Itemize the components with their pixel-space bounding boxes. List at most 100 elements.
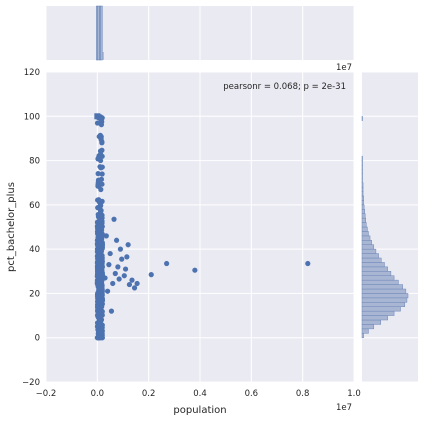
scatter-point xyxy=(95,311,101,317)
right-marginal-histogram xyxy=(361,116,409,338)
y-tick-label: 0 xyxy=(35,334,40,344)
right-hist-bar xyxy=(361,164,363,170)
right-hist-bar xyxy=(361,116,363,121)
scatter-point xyxy=(97,132,103,138)
right-hist-bar xyxy=(361,248,377,254)
top-offset-label: 1e7 xyxy=(336,63,352,73)
scatter-point xyxy=(111,216,117,222)
scatter-point xyxy=(95,335,102,341)
scatter-point xyxy=(105,288,111,294)
right-hist-bar xyxy=(361,288,407,294)
scatter-point xyxy=(106,262,112,268)
scatter-point xyxy=(98,240,104,246)
top-marginal-histogram xyxy=(96,5,104,61)
right-hist-bar xyxy=(361,217,366,223)
scatter-point xyxy=(98,165,104,171)
scatter-point xyxy=(99,147,105,153)
scatter-point xyxy=(117,246,124,252)
right-hist-bar xyxy=(361,231,369,237)
scatter-point xyxy=(96,198,102,204)
scatter-point xyxy=(110,280,116,287)
right-hist-bar xyxy=(361,178,363,183)
right-hist-bar xyxy=(361,173,363,179)
x-tick-label: 0.4 xyxy=(193,389,207,399)
right-hist-bar xyxy=(361,200,364,206)
right-hist-bar xyxy=(361,155,363,161)
y-tick-label: 100 xyxy=(24,112,40,122)
scatter-point xyxy=(97,328,104,334)
x-tick-label: 0.8 xyxy=(296,389,310,399)
scatter-point xyxy=(97,120,103,126)
right-hist-bar xyxy=(361,195,364,201)
right-hist-bar xyxy=(361,244,375,250)
pearson-annotation: pearsonr = 0.068; p = 2e-31 xyxy=(223,82,346,92)
right-hist-bar xyxy=(361,191,364,197)
scatter-point xyxy=(98,249,104,255)
right-hist-bar xyxy=(361,257,382,263)
right-hist-bar xyxy=(361,279,399,285)
main-grid xyxy=(45,71,355,383)
scatter-point xyxy=(124,254,130,260)
top-hist-bar xyxy=(97,5,100,61)
scatter-point xyxy=(97,235,104,241)
right-hist-bar xyxy=(361,306,401,312)
scatter-point xyxy=(122,266,129,272)
scatter-point xyxy=(99,312,105,318)
scatter-point xyxy=(125,242,131,248)
scatter-point xyxy=(305,260,311,267)
right-hist-bar xyxy=(361,284,403,290)
right-marginal-panel xyxy=(362,72,418,382)
top-hist-bar xyxy=(99,5,102,61)
scatter-point xyxy=(98,176,105,182)
right-hist-bar xyxy=(361,319,381,325)
scatter-point xyxy=(121,273,127,279)
top-hist-bar xyxy=(96,5,99,61)
scatter-point xyxy=(107,250,113,257)
right-hist-bar xyxy=(361,160,363,166)
scatter-point xyxy=(108,308,115,314)
scatter-points xyxy=(94,113,311,341)
scatter-point xyxy=(95,281,101,288)
y-tick-label: 80 xyxy=(29,157,40,167)
scatter-point xyxy=(113,237,120,243)
right-hist-bar xyxy=(361,240,372,245)
scatter-point xyxy=(103,233,109,239)
x-tick-label: 0.6 xyxy=(245,389,259,399)
scatter-point xyxy=(97,209,104,215)
y-tick-label: 20 xyxy=(29,289,40,299)
x-tick-labels: −0.2 0.0 0.2 0.4 0.6 0.8 1.0 xyxy=(36,389,361,399)
scatter-point xyxy=(98,303,104,310)
scatter-point xyxy=(112,270,118,277)
scatter-point xyxy=(119,256,125,262)
scatter-point xyxy=(99,255,105,261)
right-hist-bar xyxy=(361,297,408,303)
x-axis-label: population xyxy=(173,405,226,416)
right-hist-bar xyxy=(361,204,365,210)
right-hist-bar xyxy=(361,275,395,281)
y-tick-label: 120 xyxy=(24,68,40,78)
scatter-point xyxy=(115,264,121,270)
right-hist-bar xyxy=(361,271,392,276)
right-hist-bar xyxy=(361,209,365,214)
scatter-point xyxy=(94,113,101,120)
right-hist-bar xyxy=(361,222,367,228)
y-tick-label: 60 xyxy=(29,201,40,211)
right-hist-bar xyxy=(361,328,369,334)
right-hist-bar xyxy=(361,333,364,338)
right-hist-bar xyxy=(361,302,406,307)
scatter-point xyxy=(98,298,105,304)
scatter-point xyxy=(96,183,102,189)
scatter-point xyxy=(96,229,102,235)
scatter-point xyxy=(95,323,101,329)
scatter-point xyxy=(98,268,104,274)
x-tick-label: −0.2 xyxy=(36,389,57,399)
scatter-point xyxy=(95,171,101,177)
right-hist-bar xyxy=(361,253,379,259)
scatter-point xyxy=(134,280,140,287)
scatter-point xyxy=(99,218,105,224)
scatter-point xyxy=(102,275,108,281)
x-tick-label: 1.0 xyxy=(347,389,361,399)
right-hist-bar xyxy=(361,293,409,299)
scatter-point xyxy=(164,260,170,267)
